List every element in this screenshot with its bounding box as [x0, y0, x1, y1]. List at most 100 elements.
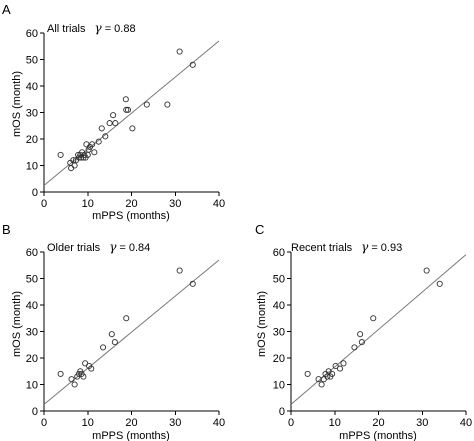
panel-b: B Older trials γ = 0.84 mPPS (months) mOS …	[2, 222, 225, 441]
panel-a: A All trials γ = 0.88 mPPS (months) mOS (m…	[2, 2, 225, 222]
data-point	[68, 165, 75, 172]
data-point	[123, 106, 130, 113]
data-point	[83, 141, 90, 148]
data-point	[80, 154, 87, 161]
x-axis-title: mPPS (months)	[339, 430, 417, 441]
axis-frame	[43, 33, 219, 193]
data-point	[436, 280, 443, 287]
data-point	[357, 331, 364, 338]
y-tick-label: 30	[26, 327, 38, 339]
data-point	[106, 120, 113, 127]
y-axis-title: mOS (month)	[11, 291, 23, 357]
x-tick-label: 30	[416, 417, 428, 429]
data-point	[111, 339, 118, 346]
panel-annotation: All trials γ = 0.88	[47, 21, 136, 35]
stat-symbol: γ	[109, 240, 117, 254]
y-tick-label: 30	[26, 108, 38, 120]
y-tick-label: 40	[273, 300, 285, 312]
panel-annotation: Recent trials γ = 0.93	[291, 240, 402, 254]
y-tick-label: 40	[26, 300, 38, 312]
data-point	[176, 48, 183, 55]
data-point	[95, 138, 102, 145]
data-point	[98, 125, 105, 132]
data-point	[123, 315, 130, 322]
x-tick-label: 10	[329, 417, 341, 429]
y-tick-label: 50	[273, 274, 285, 286]
axis-frame	[43, 252, 219, 412]
data-point	[189, 61, 196, 68]
y-tick-label: 0	[32, 406, 38, 418]
regression-line	[290, 254, 467, 405]
x-tick-label: 40	[213, 417, 225, 429]
data-point	[88, 365, 95, 372]
y-tick-label: 10	[273, 380, 285, 392]
y-tick-label: 60	[273, 247, 285, 259]
data-point	[124, 106, 132, 113]
x-axis-title: mPPS (months)	[92, 210, 170, 222]
stat-symbol: γ	[361, 240, 369, 254]
stat-symbol: γ	[95, 21, 103, 35]
data-point	[80, 373, 87, 380]
x-tick-label: 0	[41, 417, 47, 429]
data-point	[100, 344, 107, 351]
y-tick-label: 0	[279, 406, 285, 418]
panel-letter: C	[255, 222, 264, 237]
data-point	[336, 365, 344, 372]
x-tick-label: 20	[372, 417, 384, 429]
x-tick-label: 10	[82, 198, 94, 210]
y-tick-label: 0	[32, 187, 38, 199]
y-axis-title: mOS (month)	[11, 71, 23, 137]
data-point	[164, 101, 171, 108]
panel-letter: A	[2, 2, 11, 17]
x-tick-label: 40	[213, 198, 225, 210]
x-tick-label: 10	[82, 417, 94, 429]
data-point	[112, 120, 119, 127]
y-tick-label: 20	[273, 353, 285, 365]
data-point	[122, 96, 129, 103]
data-point	[318, 381, 325, 388]
data-point	[304, 370, 311, 377]
data-point	[143, 101, 150, 108]
y-tick-label: 20	[26, 134, 38, 146]
data-point	[176, 267, 183, 274]
x-tick-label: 30	[169, 417, 181, 429]
data-point	[129, 125, 136, 132]
x-tick-label: 40	[460, 417, 472, 429]
y-tick-label: 30	[273, 327, 285, 339]
x-tick-label: 20	[125, 417, 137, 429]
data-point	[91, 149, 98, 156]
x-tick-label: 0	[288, 417, 294, 429]
data-point	[329, 370, 336, 377]
y-tick-label: 10	[26, 161, 38, 173]
stat-value: = 0.84	[119, 242, 150, 254]
data-point	[340, 360, 347, 367]
y-axis-title: mOS (month)	[256, 291, 268, 357]
data-point	[89, 141, 96, 148]
y-tick-label: 60	[26, 247, 38, 259]
data-point	[358, 339, 365, 346]
y-tick-label: 40	[26, 81, 38, 93]
y-tick-label: 60	[26, 28, 38, 40]
data-point	[332, 362, 339, 370]
y-tick-label: 10	[26, 380, 38, 392]
data-point	[108, 331, 115, 338]
y-tick-label: 50	[26, 274, 38, 286]
data-point	[370, 315, 377, 322]
x-axis-title: mPPS (months)	[92, 430, 170, 441]
y-tick-label: 20	[26, 353, 38, 365]
stat-value: = 0.88	[105, 23, 136, 35]
subset-label: Recent trials	[291, 242, 353, 254]
data-point	[71, 162, 78, 169]
stat-value: = 0.93	[371, 242, 402, 254]
data-point	[189, 280, 196, 287]
panel-letter: B	[2, 222, 11, 237]
data-point	[68, 376, 75, 383]
data-point	[102, 133, 109, 140]
data-point	[57, 370, 64, 377]
axis-frame	[290, 252, 466, 412]
data-point	[110, 112, 117, 119]
panel-annotation: Older trials γ = 0.84	[47, 240, 150, 254]
y-tick-label: 50	[26, 55, 38, 67]
subset-label: Older trials	[47, 242, 101, 254]
